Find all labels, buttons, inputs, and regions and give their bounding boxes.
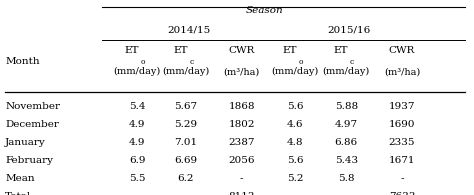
Text: -: - [400, 174, 404, 183]
Text: 2056: 2056 [228, 156, 255, 165]
Text: 1937: 1937 [389, 102, 415, 111]
Text: 1690: 1690 [389, 120, 415, 129]
Text: 4.9: 4.9 [129, 120, 146, 129]
Text: 8113: 8113 [228, 192, 255, 195]
Text: 5.6: 5.6 [287, 156, 303, 165]
Text: 5.4: 5.4 [129, 102, 146, 111]
Text: 4.6: 4.6 [287, 120, 303, 129]
Text: 5.43: 5.43 [335, 156, 358, 165]
Text: (mm/day): (mm/day) [162, 67, 210, 76]
Text: 4.9: 4.9 [129, 138, 146, 147]
Text: ET: ET [173, 46, 188, 55]
Text: 5.67: 5.67 [174, 102, 198, 111]
Text: CWR: CWR [228, 46, 255, 55]
Text: -: - [345, 192, 348, 195]
Text: -: - [184, 192, 188, 195]
Text: 5.6: 5.6 [287, 102, 303, 111]
Text: 2335: 2335 [389, 138, 415, 147]
Text: -: - [293, 192, 297, 195]
Text: 1671: 1671 [389, 156, 415, 165]
Text: 6.69: 6.69 [174, 156, 198, 165]
Text: 7.01: 7.01 [174, 138, 198, 147]
Text: Month: Month [5, 57, 40, 66]
Text: (mm/day): (mm/day) [272, 67, 319, 76]
Text: 2014/15: 2014/15 [168, 25, 211, 34]
Text: January: January [5, 138, 46, 147]
Text: 5.88: 5.88 [335, 102, 358, 111]
Text: 6.86: 6.86 [335, 138, 358, 147]
Text: 4.8: 4.8 [287, 138, 303, 147]
Text: 4.97: 4.97 [335, 120, 358, 129]
Text: 5.8: 5.8 [338, 174, 355, 183]
Text: c: c [350, 58, 354, 66]
Text: ET: ET [124, 46, 139, 55]
Text: 5.5: 5.5 [129, 174, 146, 183]
Text: (mm/day): (mm/day) [322, 67, 370, 76]
Text: 5.29: 5.29 [174, 120, 198, 129]
Text: 2387: 2387 [228, 138, 255, 147]
Text: (m³/ha): (m³/ha) [384, 67, 420, 76]
Text: CWR: CWR [389, 46, 415, 55]
Text: -: - [136, 192, 139, 195]
Text: ET: ET [282, 46, 297, 55]
Text: November: November [5, 102, 60, 111]
Text: ET: ET [333, 46, 348, 55]
Text: 1802: 1802 [228, 120, 255, 129]
Text: Season: Season [246, 6, 283, 15]
Text: o: o [299, 58, 303, 66]
Text: February: February [5, 156, 53, 165]
Text: Mean: Mean [5, 174, 35, 183]
Text: (mm/day): (mm/day) [113, 67, 161, 76]
Text: c: c [189, 58, 193, 66]
Text: 7633: 7633 [389, 192, 415, 195]
Text: 6.2: 6.2 [178, 174, 194, 183]
Text: (m³/ha): (m³/ha) [224, 67, 260, 76]
Text: -: - [240, 174, 243, 183]
Text: December: December [5, 120, 59, 129]
Text: 5.2: 5.2 [287, 174, 303, 183]
Text: 2015/16: 2015/16 [327, 25, 370, 34]
Text: 1868: 1868 [228, 102, 255, 111]
Text: o: o [140, 58, 145, 66]
Text: 6.9: 6.9 [129, 156, 146, 165]
Text: Total: Total [5, 192, 31, 195]
